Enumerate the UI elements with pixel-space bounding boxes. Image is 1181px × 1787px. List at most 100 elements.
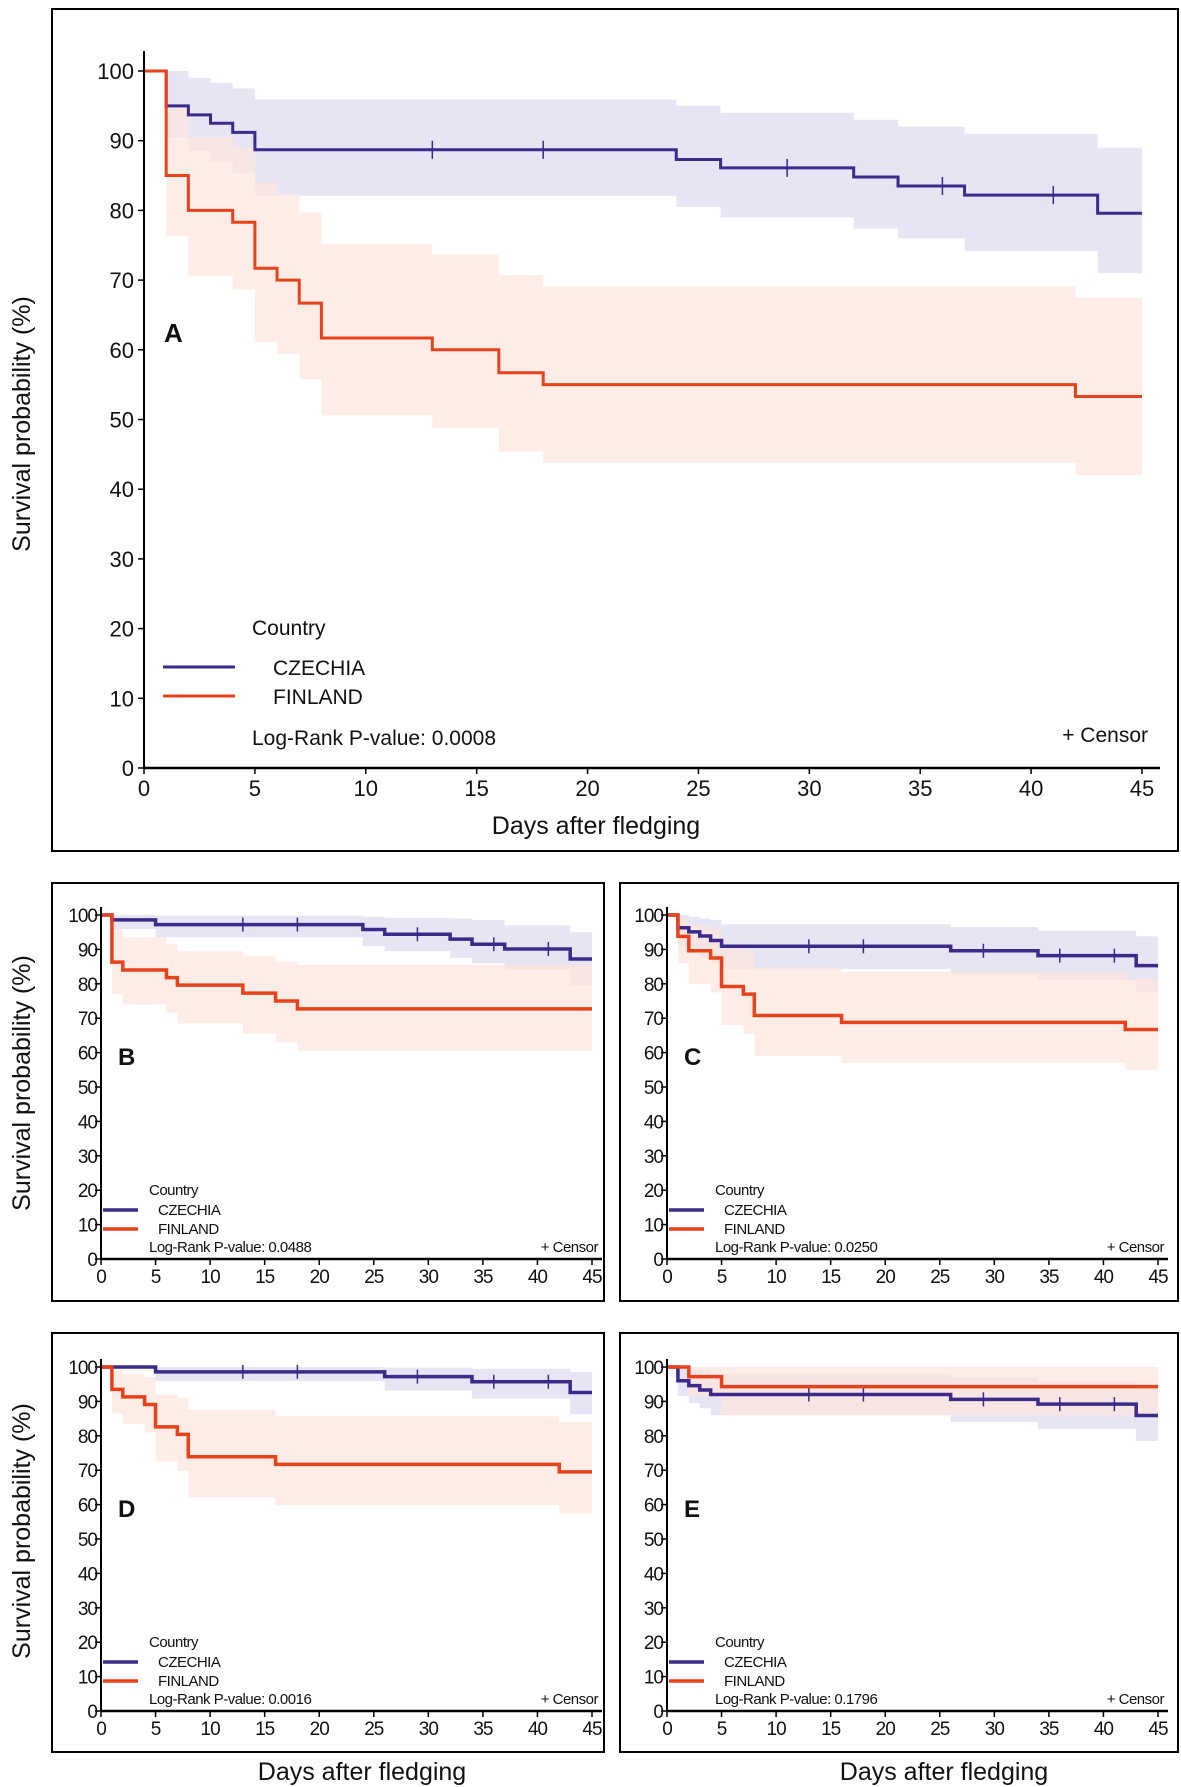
confidence-band-finland [111,1370,123,1414]
confidence-band-finland [122,1373,145,1424]
x-tick-label: 35 [1039,1267,1059,1288]
panel-letter: D [118,1496,135,1523]
legend-label: CZECHIA [724,1654,787,1671]
y-tick-label: 80 [644,1427,664,1448]
x-tick-label: 40 [528,1719,548,1740]
panel-letter: B [118,1044,135,1071]
x-tick-label: 5 [151,1719,161,1740]
y-tick-label: 70 [110,268,134,293]
y-tick-label: 100 [68,1358,97,1379]
x-tick-label: 45 [1148,1719,1168,1740]
x-tick-label: 30 [419,1267,439,1288]
panel-frame [51,8,1179,852]
legend-title: Country [149,1182,199,1199]
y-tick-label: 60 [78,1496,98,1517]
confidence-band-czechia [676,105,721,207]
x-axis-title-left: Days after fledging [258,1758,466,1786]
x-tick-label: 40 [1094,1719,1114,1740]
censor-legend: + Censor [1107,1691,1165,1708]
y-tick-label: 80 [78,1427,98,1448]
confidence-band-finland [677,918,689,964]
y-tick-label: 20 [110,617,134,642]
y-tick-label: 90 [78,940,98,961]
y-tick-label: 0 [87,1250,97,1271]
panel-d: 0 5 10 15 20 25 30 35 40 45 0 10 20 30 40 50 60 70 80 90 100… [51,1332,605,1753]
x-tick-label: 0 [96,1267,106,1288]
y-tick-label: 70 [78,1009,98,1030]
legend-label: CZECHIA [158,1202,221,1219]
y-tick-label: 10 [110,686,134,711]
confidence-band-finland [177,951,243,1024]
legend-title: Country [715,1182,765,1199]
x-tick-label: 45 [1130,776,1154,801]
censor-legend: + Censor [1107,1239,1165,1256]
x-tick-label: 5 [717,1267,727,1288]
y-tick-label: 90 [78,1392,98,1413]
y-tick-label: 10 [78,1216,98,1237]
censor-legend: + Censor [541,1239,599,1256]
x-tick-label: 5 [717,1719,727,1740]
legend-label: FINLAND [724,1673,785,1690]
confidence-band-finland [242,956,276,1034]
y-tick-label: 20 [78,1181,98,1202]
logrank-pvalue: Log-Rank P-value: 0.1796 [715,1691,877,1708]
x-tick-label: 10 [354,776,378,801]
x-tick-label: 20 [575,776,599,801]
survival-curve-finland [667,1365,1158,1389]
panel-frame [51,1332,605,1753]
confidence-band-finland [275,1416,560,1506]
y-tick-label: 100 [68,906,97,927]
x-tick-label: 5 [151,1267,161,1288]
y-tick-label: 30 [78,1599,98,1620]
x-tick-label: 15 [255,1267,275,1288]
y-tick-label: 100 [634,906,663,927]
x-tick-label: 45 [1148,1267,1168,1288]
x-tick-label: 45 [582,1267,602,1288]
x-tick-label: 45 [582,1719,602,1740]
confidence-band-finland [321,243,433,416]
legend-title: Country [715,1634,765,1651]
confidence-band-finland [721,1367,1158,1416]
survival-curve-finland [144,69,1142,398]
y-tick-label: 10 [644,1216,664,1237]
y-tick-label: 50 [644,1530,664,1551]
y-tick-label: 70 [644,1009,664,1030]
y-tick-label: 50 [78,1078,98,1099]
survival-curve-finland [101,1365,592,1474]
legend-label: FINLAND [158,1673,219,1690]
x-tick-label: 30 [419,1719,439,1740]
x-tick-label: 10 [201,1719,221,1740]
y-tick-label: 20 [78,1633,98,1654]
y-tick-label: 90 [644,1392,664,1413]
x-tick-label: 0 [96,1719,106,1740]
y-tick-label: 40 [110,477,134,502]
y-tick-label: 30 [644,1147,664,1168]
confidence-band-czechia [1097,147,1142,274]
y-tick-label: 50 [644,1078,664,1099]
y-tick-label: 60 [644,1496,664,1517]
y-tick-label: 50 [78,1530,98,1551]
y-tick-label: 0 [87,1702,97,1723]
confidence-band-finland [688,925,711,984]
x-tick-label: 10 [767,1267,787,1288]
y-tick-label: 20 [644,1633,664,1654]
x-tick-label: 20 [310,1719,330,1740]
y-tick-label: 40 [78,1564,98,1585]
x-axis-title: Days after fledging [492,812,700,840]
confidence-band-finland [559,1422,592,1514]
y-tick-label: 40 [644,1112,664,1133]
x-tick-label: 15 [821,1267,841,1288]
confidence-band-finland [299,212,322,380]
confidence-band-finland [498,275,544,452]
confidence-band-finland [188,137,233,276]
x-tick-label: 40 [528,1267,548,1288]
confidence-band-czechia [362,916,385,946]
confidence-band-finland [277,193,300,354]
survival-curve-czechia [101,1365,592,1395]
confidence-band-czechia [155,1367,385,1382]
y-tick-label: 50 [110,408,134,433]
confidence-band-finland [254,182,278,343]
y-tick-label: 20 [644,1181,664,1202]
confidence-band-czechia [111,915,156,930]
confidence-band-finland [543,286,1076,463]
